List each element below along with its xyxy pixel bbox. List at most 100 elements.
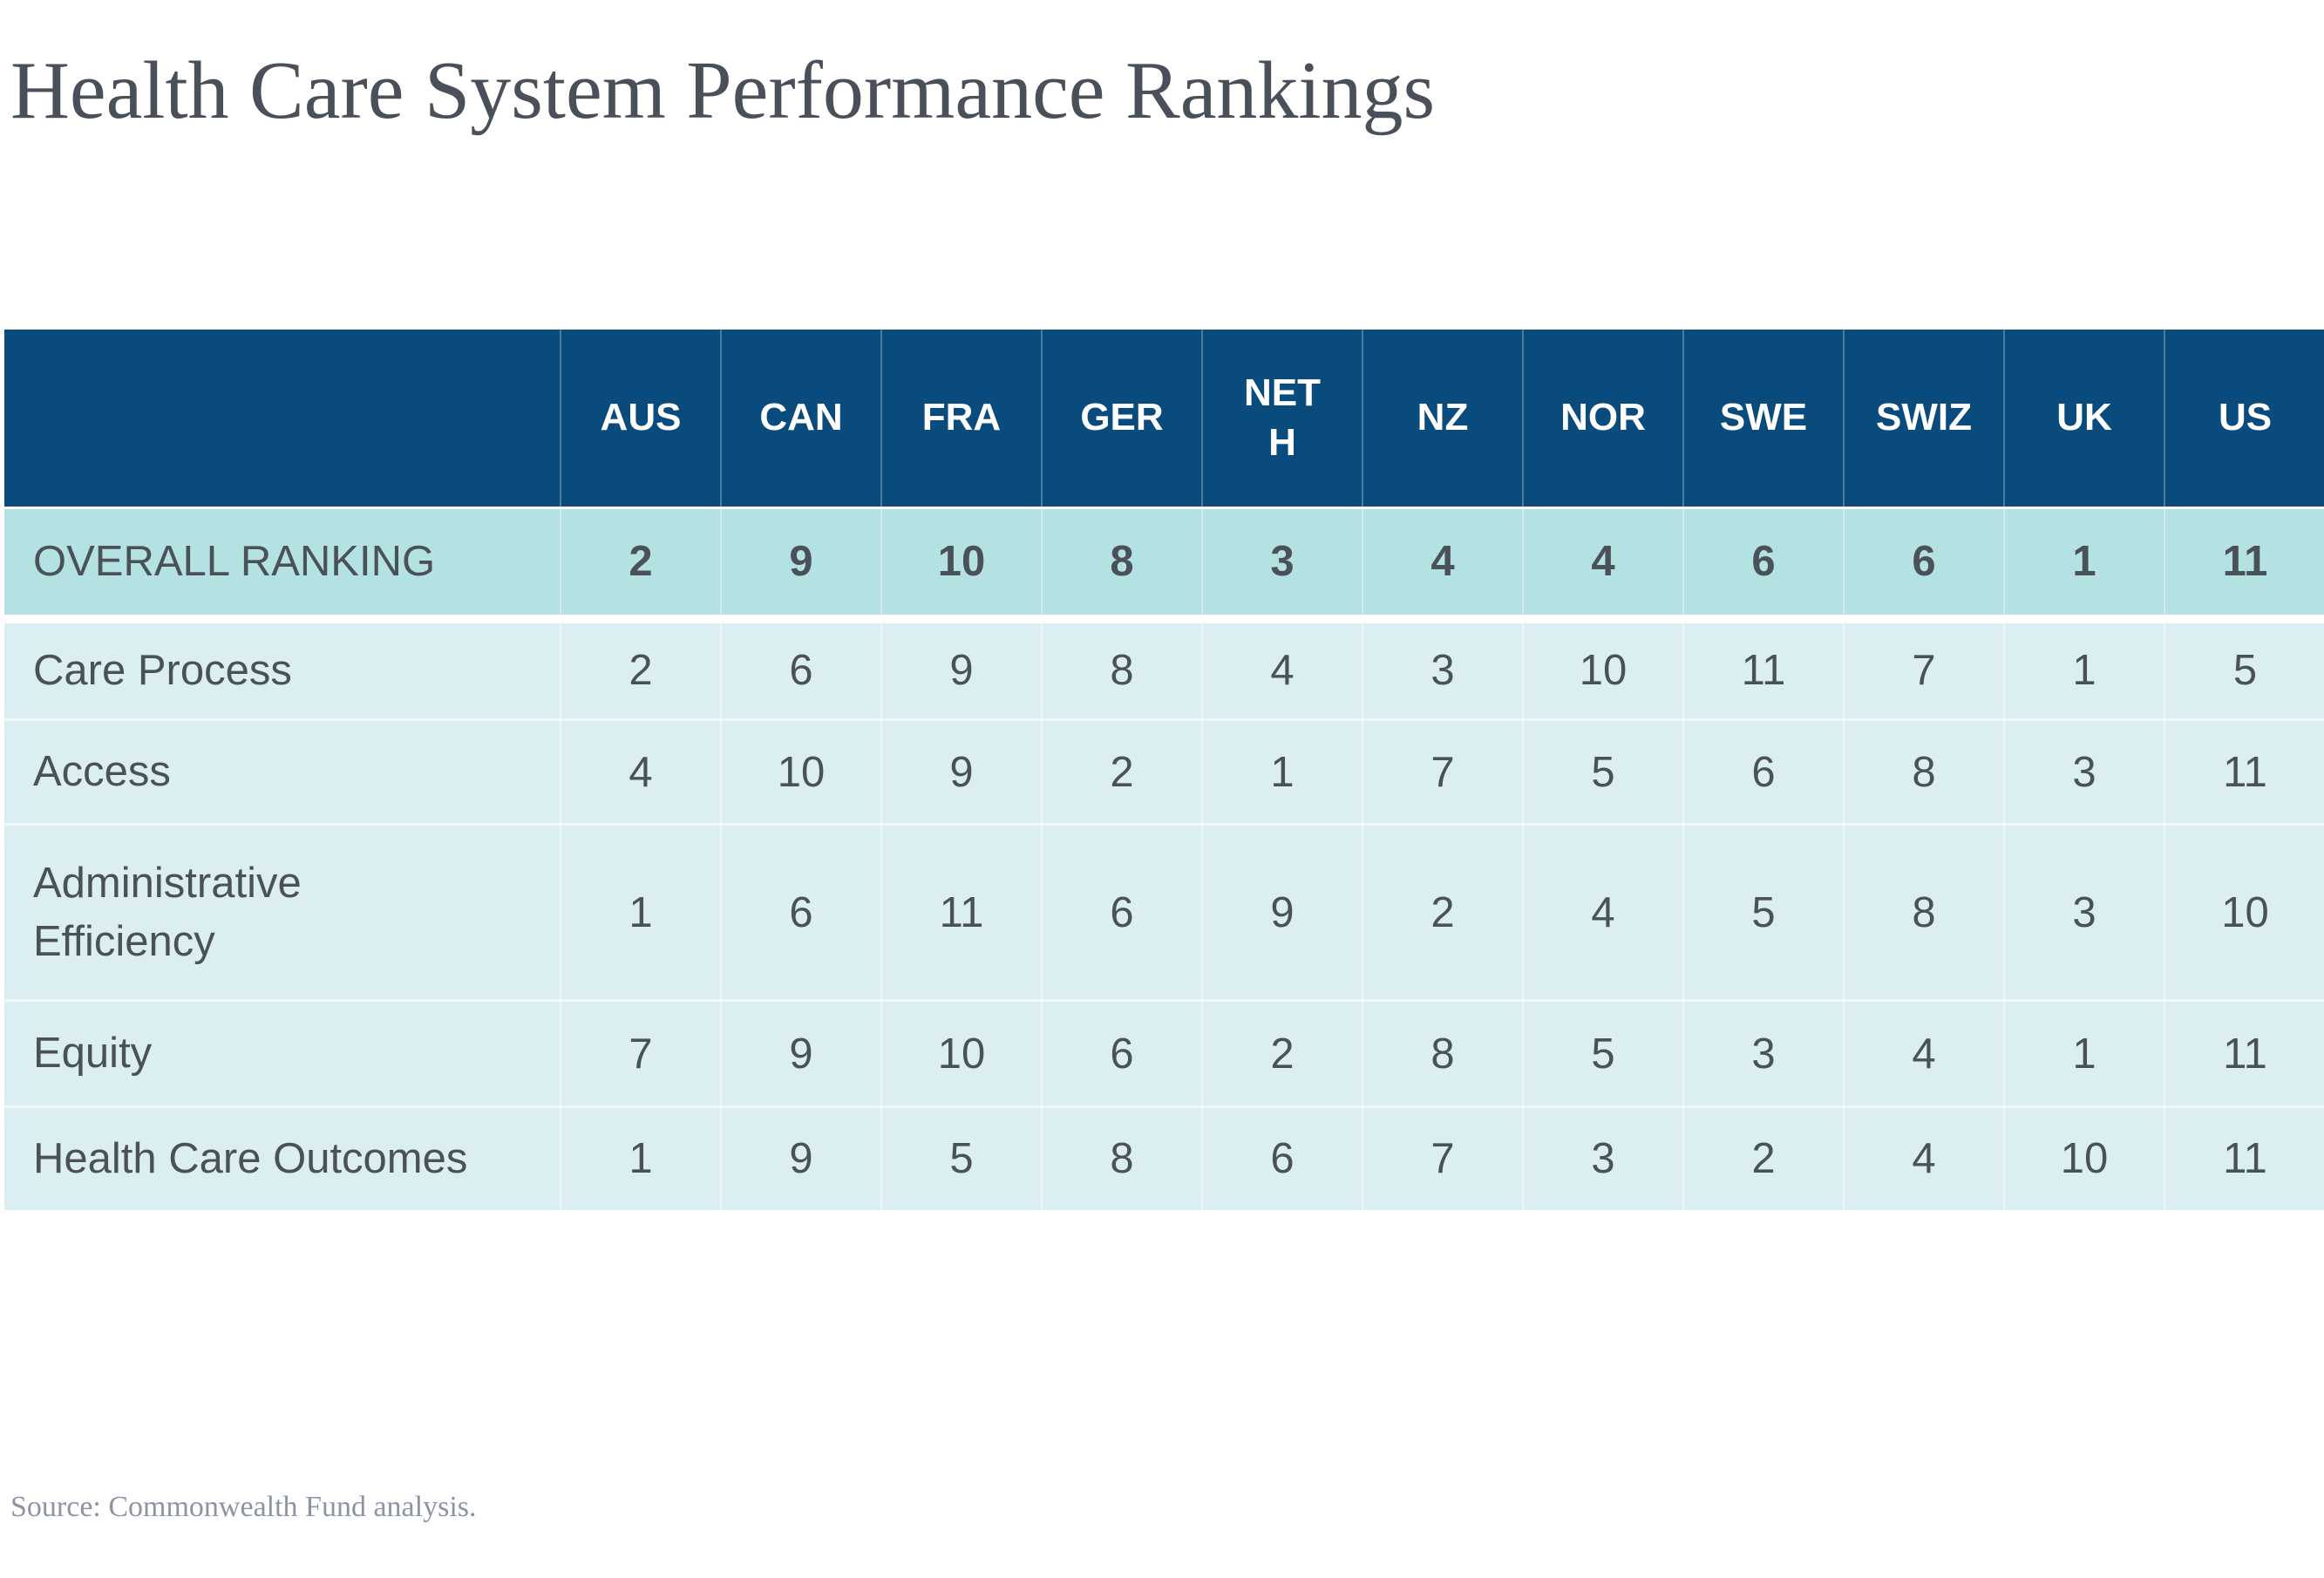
ranking-cell: 9 <box>720 1000 881 1107</box>
ranking-cell: 10 <box>880 507 1042 619</box>
ranking-cell: 4 <box>560 719 721 825</box>
ranking-cell: 3 <box>2003 824 2164 1001</box>
ranking-cell: 10 <box>2003 1106 2164 1210</box>
ranking-cell: 2 <box>1041 719 1202 825</box>
column-header-label: SWIZ <box>1876 396 1972 439</box>
page: Health Care System Performance Rankings … <box>0 40 2324 1524</box>
ranking-cell: 11 <box>1682 618 1844 720</box>
ranking-cell: 9 <box>1201 824 1362 1001</box>
ranking-cell: 8 <box>1362 1000 1523 1107</box>
column-header-aus: AUS <box>560 329 721 509</box>
table-body: OVERALL RANKING 2 9 10 8 3 4 4 6 6 1 11 Care Process… <box>4 507 2324 1210</box>
ranking-cell: 9 <box>880 618 1042 720</box>
table-row: Care Process 2 6 9 8 4 3 10 11 7 1 5 <box>4 618 2324 720</box>
rankings-table: AUS CAN FRA GER NETH NZ NOR SWE SWIZ UK US OVERALL… <box>4 329 2324 1210</box>
ranking-cell: 4 <box>1522 507 1683 619</box>
column-header-label: CAN <box>759 396 843 439</box>
table-row: Health Care Outcomes 1 9 5 8 6 7 3 2 4 10 11 <box>4 1106 2324 1210</box>
ranking-cell: 3 <box>2003 719 2164 825</box>
ranking-cell: 1 <box>560 1106 721 1210</box>
ranking-cell: 6 <box>1041 824 1202 1001</box>
ranking-cell: 2 <box>560 507 721 619</box>
ranking-cell: 6 <box>1682 507 1844 619</box>
ranking-cell: 6 <box>1843 507 2004 619</box>
ranking-cell: 3 <box>1682 1000 1844 1107</box>
ranking-cell: 1 <box>2003 507 2164 619</box>
ranking-cell: 11 <box>2164 507 2324 619</box>
ranking-cell: 6 <box>720 824 881 1001</box>
ranking-cell: 8 <box>1041 507 1202 619</box>
ranking-cell: 3 <box>1362 618 1523 720</box>
ranking-cell: 1 <box>2003 618 2164 720</box>
column-header-uk: UK <box>2003 329 2164 509</box>
source-note: Source: Commonwealth Fund analysis. <box>10 1490 477 1523</box>
ranking-cell: 2 <box>560 618 721 720</box>
ranking-cell: 8 <box>1843 824 2004 1001</box>
row-label: Administrative Efficiency <box>4 824 561 1001</box>
ranking-cell: 7 <box>560 1000 721 1107</box>
ranking-cell: 7 <box>1362 719 1523 825</box>
ranking-cell: 4 <box>1522 824 1683 1001</box>
ranking-cell: 5 <box>1522 719 1683 825</box>
ranking-cell: 2 <box>1201 1000 1362 1107</box>
header-row: AUS CAN FRA GER NETH NZ NOR SWE SWIZ UK US <box>4 329 2324 509</box>
table-row: Access 4 10 9 2 1 7 5 6 8 3 11 <box>4 719 2324 825</box>
table-row: Equity 7 9 10 6 2 8 5 3 4 1 11 <box>4 1000 2324 1107</box>
row-label: Health Care Outcomes <box>4 1106 561 1210</box>
ranking-cell: 10 <box>880 1000 1042 1107</box>
column-header-label: SWE <box>1719 396 1808 439</box>
row-label-text: OVERALL RANKING <box>33 538 436 586</box>
ranking-cell: 6 <box>1201 1106 1362 1210</box>
column-header-can: CAN <box>720 329 881 509</box>
row-label: OVERALL RANKING <box>4 507 561 619</box>
column-header-label: US <box>2218 396 2273 439</box>
ranking-cell: 1 <box>1201 719 1362 825</box>
column-header-fra: FRA <box>880 329 1042 509</box>
ranking-cell: 11 <box>2164 719 2324 825</box>
column-header-us: US <box>2164 329 2324 509</box>
column-header-neth: NETH <box>1201 329 1362 509</box>
ranking-cell: 8 <box>1843 719 2004 825</box>
column-header-swe: SWE <box>1682 329 1844 509</box>
table-row: OVERALL RANKING 2 9 10 8 3 4 4 6 6 1 11 <box>4 507 2324 619</box>
row-label-text: Administrative Efficiency <box>33 860 302 965</box>
column-header-label: NETH <box>1244 371 1321 465</box>
ranking-cell: 10 <box>720 719 881 825</box>
ranking-cell: 4 <box>1201 618 1362 720</box>
column-header-label: FRA <box>921 396 1002 439</box>
ranking-cell: 8 <box>1041 1106 1202 1210</box>
ranking-cell: 2 <box>1682 1106 1844 1210</box>
ranking-cell: 5 <box>1682 824 1844 1001</box>
ranking-cell: 3 <box>1522 1106 1683 1210</box>
ranking-cell: 4 <box>1843 1106 2004 1210</box>
ranking-cell: 7 <box>1362 1106 1523 1210</box>
ranking-cell: 8 <box>1041 618 1202 720</box>
ranking-cell: 7 <box>1843 618 2004 720</box>
ranking-cell: 1 <box>2003 1000 2164 1107</box>
column-header-label: UK <box>2056 396 2112 439</box>
page-title: Health Care System Performance Rankings <box>10 45 1436 136</box>
ranking-cell: 9 <box>720 507 881 619</box>
table-header: AUS CAN FRA GER NETH NZ NOR SWE SWIZ UK US <box>4 329 2324 509</box>
ranking-cell: 6 <box>1682 719 1844 825</box>
ranking-cell: 5 <box>2164 618 2324 720</box>
column-header-swiz: SWIZ <box>1843 329 2004 509</box>
ranking-cell: 4 <box>1843 1000 2004 1107</box>
column-header-nz: NZ <box>1362 329 1523 509</box>
row-label: Equity <box>4 1000 561 1107</box>
corner-cell <box>4 329 561 509</box>
ranking-cell: 6 <box>720 618 881 720</box>
row-label-text: Health Care Outcomes <box>33 1135 468 1183</box>
ranking-cell: 11 <box>880 824 1042 1001</box>
ranking-cell: 11 <box>2164 1106 2324 1210</box>
row-label: Access <box>4 719 561 825</box>
table-row: Administrative Efficiency 1 6 11 6 9 2 4 5 8 3 10 <box>4 824 2324 1001</box>
ranking-cell: 1 <box>560 824 721 1001</box>
column-header-nor: NOR <box>1522 329 1683 509</box>
column-header-ger: GER <box>1041 329 1202 509</box>
ranking-cell: 2 <box>1362 824 1523 1001</box>
row-label: Care Process <box>4 618 561 720</box>
column-header-label: AUS <box>600 396 682 439</box>
row-label-text: Access <box>33 748 171 796</box>
ranking-cell: 10 <box>2164 824 2324 1001</box>
